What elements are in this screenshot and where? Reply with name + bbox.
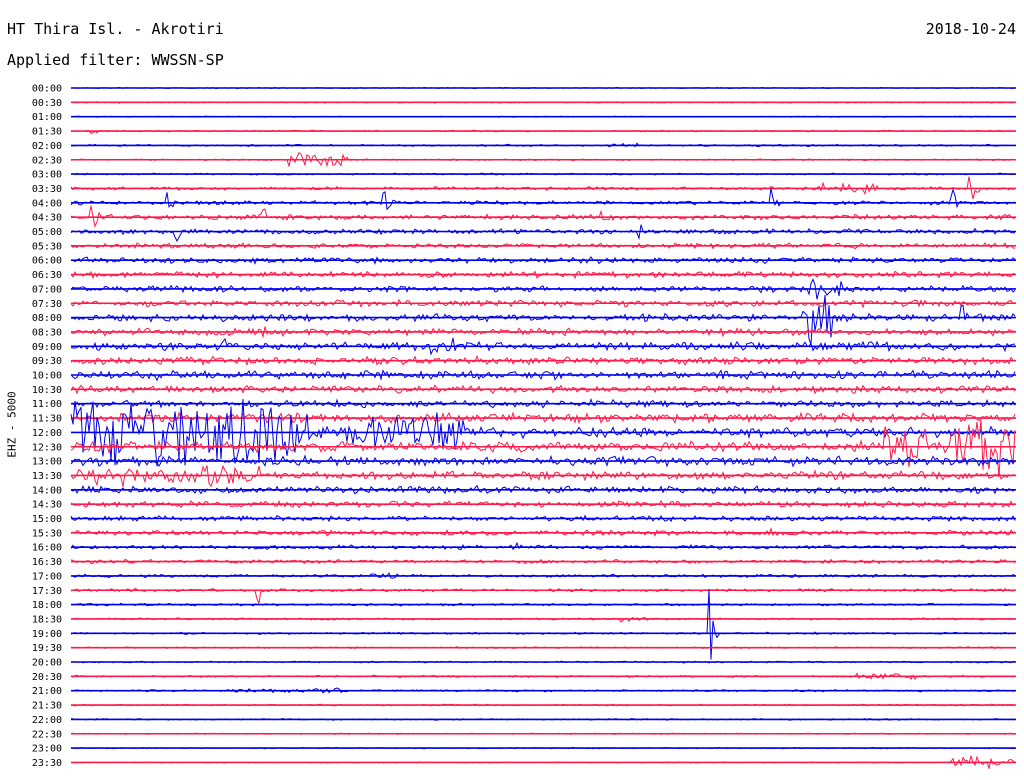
- time-label-1800: 18:00: [32, 600, 62, 611]
- record-date: 2018-10-24: [925, 20, 1016, 38]
- filter-label: Applied filter: WWSSN-SP: [7, 51, 224, 69]
- time-label-2100: 21:00: [32, 686, 62, 697]
- time-label-1500: 15:00: [32, 514, 62, 525]
- time-label-0630: 06:30: [32, 270, 62, 281]
- time-label-1700: 17:00: [32, 571, 62, 582]
- time-label-0330: 03:30: [32, 184, 62, 195]
- time-label-0730: 07:30: [32, 299, 62, 310]
- time-label-0600: 06:00: [32, 256, 62, 267]
- time-label-1330: 13:30: [32, 471, 62, 482]
- time-label-2030: 20:30: [32, 672, 62, 683]
- time-label-0430: 04:30: [32, 213, 62, 224]
- time-label-2000: 20:00: [32, 658, 62, 669]
- time-label-2230: 22:30: [32, 729, 62, 740]
- time-label-0100: 01:00: [32, 112, 62, 123]
- time-label-0500: 05:00: [32, 227, 62, 238]
- time-label-1300: 13:00: [32, 457, 62, 468]
- time-label-0030: 00:30: [32, 98, 62, 109]
- time-label-1600: 16:00: [32, 543, 62, 554]
- time-label-1030: 10:30: [32, 385, 62, 396]
- time-label-1630: 16:30: [32, 557, 62, 568]
- time-label-1900: 19:00: [32, 629, 62, 640]
- time-label-1100: 11:00: [32, 399, 62, 410]
- time-label-0400: 04:00: [32, 198, 62, 209]
- trace-1600: [70, 541, 1016, 551]
- time-label-1230: 12:30: [32, 442, 62, 453]
- time-label-1730: 17:30: [32, 586, 62, 597]
- time-label-1430: 14:30: [32, 500, 62, 511]
- time-label-0900: 09:00: [32, 342, 62, 353]
- station-title: HT Thira Isl. - Akrotiri: [7, 20, 224, 38]
- time-label-2330: 23:30: [32, 758, 62, 769]
- time-label-0800: 08:00: [32, 313, 62, 324]
- time-label-1830: 18:30: [32, 614, 62, 625]
- time-label-0130: 01:30: [32, 127, 62, 138]
- trace-0900: [70, 337, 1016, 356]
- time-label-0200: 02:00: [32, 141, 62, 152]
- trace-0530: [70, 242, 1016, 250]
- time-label-0930: 09:30: [32, 356, 62, 367]
- time-label-1200: 12:00: [32, 428, 62, 439]
- trace-0500: [70, 224, 1016, 243]
- trace-1230: [70, 419, 1016, 477]
- time-label-1130: 11:30: [32, 414, 62, 425]
- time-label-1400: 14:00: [32, 485, 62, 496]
- time-label-0300: 03:00: [32, 170, 62, 181]
- time-label-2130: 21:30: [32, 701, 62, 712]
- time-label-2300: 23:00: [32, 744, 62, 755]
- trace-1900: [70, 588, 1016, 660]
- time-label-2200: 22:00: [32, 715, 62, 726]
- time-label-0000: 00:00: [32, 84, 62, 95]
- time-label-1530: 15:30: [32, 528, 62, 539]
- trace-0430: [70, 205, 1016, 228]
- trace-0400: [70, 187, 1016, 211]
- time-label-1000: 10:00: [32, 371, 62, 382]
- time-label-0700: 07:00: [32, 284, 62, 295]
- time-label-0230: 02:30: [32, 155, 62, 166]
- trace-1300: [70, 454, 1016, 468]
- time-label-1930: 19:30: [32, 643, 62, 654]
- time-label-0830: 08:30: [32, 327, 62, 338]
- time-label-0530: 05:30: [32, 241, 62, 252]
